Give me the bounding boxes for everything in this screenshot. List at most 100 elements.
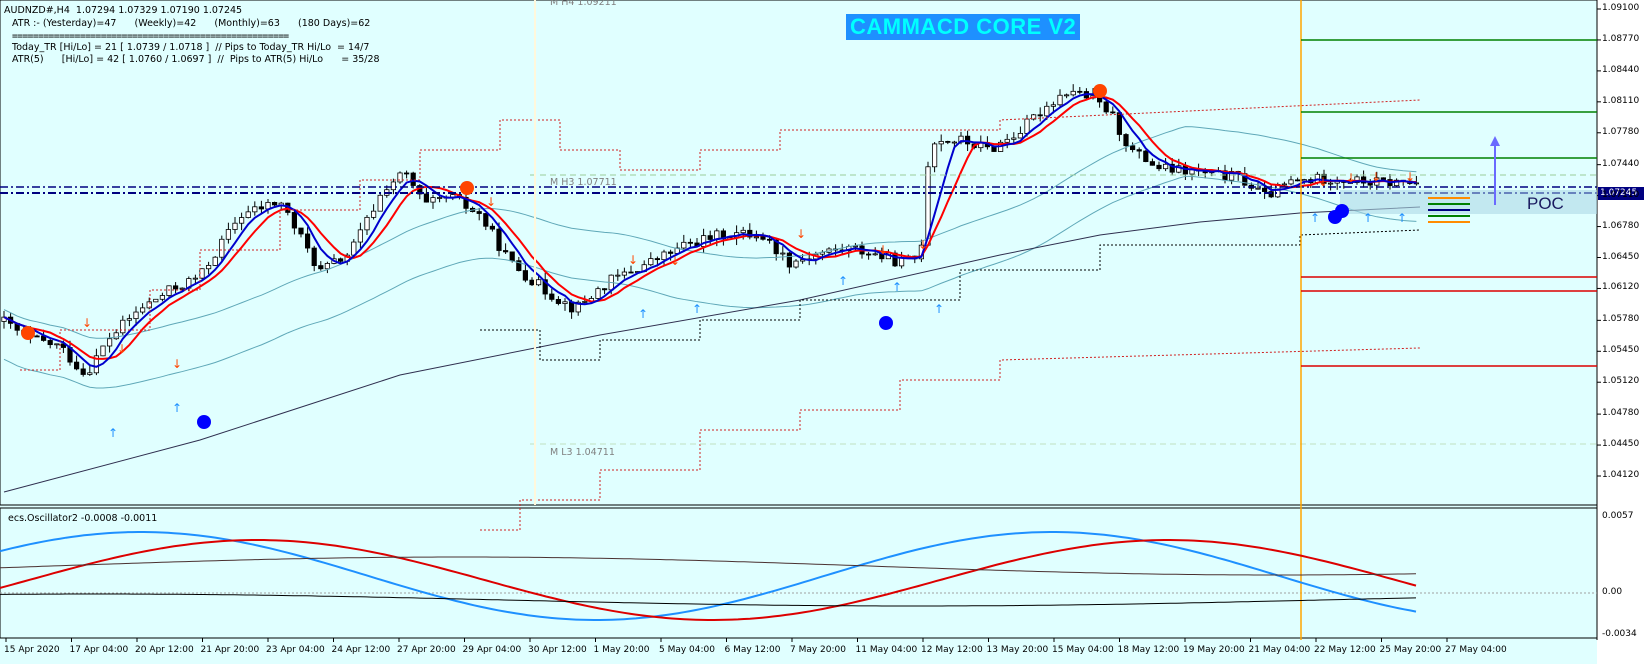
bear-candle (522, 270, 529, 281)
price-tick-label: 1.04450 (1602, 439, 1640, 450)
sell-arrow: ↓ (918, 238, 928, 252)
sell-arrow: ↓ (1318, 175, 1328, 189)
bull-candle (1024, 118, 1030, 134)
bull-candle (1354, 176, 1360, 184)
bull-candle (1229, 171, 1235, 181)
bear-candle (1149, 161, 1155, 166)
bear-candle (542, 279, 548, 295)
bear-candle (767, 238, 773, 241)
main-pane (0, 0, 1598, 506)
bear-candle (965, 135, 971, 145)
bull-candle (120, 319, 126, 334)
osc-red-line (0, 539, 1417, 621)
price-tick-label: 1.07780 (1602, 126, 1640, 137)
bull-candle (1328, 182, 1334, 185)
bear-candle (1268, 191, 1274, 198)
level-label-h4: M H4 1.09211 (550, 0, 617, 8)
bull-candle (648, 258, 654, 266)
bull-candle (153, 298, 159, 303)
bear-candle (1262, 187, 1268, 192)
bear-candle (866, 253, 872, 256)
bear-candle (1295, 179, 1301, 182)
bull-candle (146, 301, 152, 309)
bull-candle (661, 251, 667, 261)
bull-candle (899, 257, 905, 267)
bear-candle (1380, 177, 1386, 180)
bear-candle (786, 252, 793, 268)
bear-candle (476, 211, 482, 214)
date-tick-label: 15 Apr 2020 (4, 645, 60, 655)
bear-candle (747, 229, 753, 238)
oscillator-pane (0, 507, 1598, 639)
bull-candle (932, 143, 938, 168)
bull-candle (192, 277, 198, 280)
bull-candle (1176, 165, 1182, 173)
bull-candle (252, 206, 258, 213)
bear-candle (496, 228, 502, 251)
bear-candle (60, 343, 67, 348)
bull-candle (621, 271, 628, 276)
sell-arrow: ↓ (117, 342, 127, 356)
atr5-range-line: ATR(5) [Hi/Lo] = 42 [ 1.0760 / 1.0697 ] … (12, 54, 380, 65)
date-tick-label: 27 May 04:00 (1445, 645, 1507, 655)
date-tick-label: 7 May 20:00 (790, 645, 846, 655)
bull-candle (1281, 183, 1287, 186)
bull-candle (852, 245, 859, 248)
price-tick-label: 1.06450 (1602, 251, 1640, 262)
bear-candle (773, 239, 779, 255)
bull-candle (179, 287, 185, 290)
bear-candle (258, 206, 265, 210)
bull-candle (575, 301, 581, 313)
bull-candle (938, 140, 944, 145)
bear-candle (1110, 111, 1116, 114)
bear-candle (1123, 134, 1129, 147)
slow-ma-line (3, 95, 1417, 360)
atr-summary-line: ATR :- (Yesterday)=47 (Weekly)=42 (Month… (12, 18, 371, 29)
price-tick-label: 1.07440 (1602, 158, 1640, 169)
bull-candle (205, 265, 212, 270)
fast-ma-line (3, 93, 1417, 368)
bull-candle (93, 355, 99, 374)
date-tick-label: 18 May 12:00 (1117, 645, 1180, 655)
buy-arrow: ↑ (692, 302, 702, 316)
price-tick-label: 1.09100 (1602, 3, 1640, 13)
buy-arrow: ↑ (934, 302, 944, 316)
bear-candle (74, 361, 80, 370)
bull-candle (753, 236, 760, 239)
bull-candle (1301, 179, 1307, 182)
bull-candle (872, 253, 878, 256)
bear-candle (1156, 164, 1162, 170)
bull-candle (225, 229, 231, 240)
date-tick-label: 19 May 20:00 (1183, 645, 1245, 655)
support-dot (879, 316, 893, 330)
bear-candle (483, 213, 489, 227)
bear-candle (311, 247, 317, 267)
bull-candle (1288, 179, 1294, 185)
bull-candle (377, 194, 383, 212)
bull-candle (615, 274, 621, 277)
bull-candle (159, 295, 165, 300)
bull-candle (219, 238, 225, 258)
bull-candle (1031, 114, 1037, 120)
bull-candle (324, 263, 331, 270)
price-tick-label: 1.05120 (1602, 376, 1640, 387)
bull-candle (100, 345, 106, 357)
buy-arrow: ↑ (838, 274, 848, 288)
date-tick-label: 21 Apr 20:00 (200, 645, 260, 655)
date-tick-label: 30 Apr 12:00 (528, 645, 587, 655)
bear-candle (509, 251, 515, 262)
level-label-h3: M H3 1.07711 (550, 177, 617, 188)
date-tick-label: 24 Apr 12:00 (331, 645, 391, 655)
bear-candle (760, 236, 766, 240)
bull-candle (595, 288, 601, 299)
symbol-quote-line: AUDNZD#,H4 1.07294 1.07329 1.07190 1.072… (4, 5, 243, 16)
bear-candle (1321, 173, 1327, 184)
bull-candle (139, 307, 146, 313)
date-tick-label: 29 Apr 04:00 (462, 645, 522, 655)
bear-candle (707, 235, 713, 240)
bull-candle (740, 229, 746, 234)
date-tick-label: 21 May 04:00 (1248, 645, 1311, 655)
bear-candle (318, 265, 324, 270)
